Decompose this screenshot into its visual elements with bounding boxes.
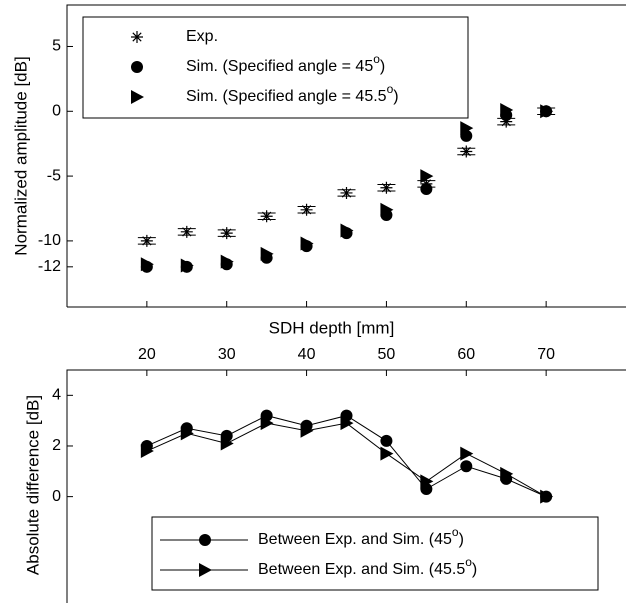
marker-circle bbox=[420, 183, 433, 196]
x-tick-label: 50 bbox=[378, 346, 396, 363]
legend-label: Sim. (Specified angle = 45o) bbox=[186, 52, 385, 75]
y-tick-label: 5 bbox=[52, 38, 61, 55]
marker-triangle bbox=[220, 254, 234, 269]
marker-triangle bbox=[300, 236, 314, 251]
x-tick-label: 60 bbox=[457, 346, 475, 363]
axes-frame bbox=[66, 4, 626, 307]
marker-triangle bbox=[380, 202, 394, 217]
marker-asterisk bbox=[220, 227, 233, 240]
legend-label: Between Exp. and Sim. (45.5o) bbox=[258, 555, 477, 578]
marker-triangle bbox=[220, 436, 234, 451]
marker-triangle bbox=[460, 446, 474, 461]
legend-box bbox=[82, 16, 469, 119]
marker-asterisk bbox=[140, 234, 153, 247]
marker-asterisk bbox=[180, 225, 193, 238]
y-axis-label: Absolute difference [dB] bbox=[23, 395, 42, 575]
marker-triangle bbox=[180, 258, 194, 273]
legend-label: Between Exp. and Sim. (45o) bbox=[258, 525, 464, 548]
x-tick-label: 70 bbox=[537, 346, 555, 363]
marker-asterisk bbox=[460, 145, 473, 158]
marker-asterisk bbox=[380, 181, 393, 194]
marker-triangle bbox=[300, 423, 314, 438]
y-tick-label: 2 bbox=[52, 437, 61, 454]
marker-triangle bbox=[500, 466, 514, 481]
marker-triangle bbox=[140, 444, 154, 459]
legend-label: Exp. bbox=[186, 28, 218, 45]
marker-asterisk bbox=[131, 31, 143, 43]
legend-label: Sim. (Specified angle = 45.5o) bbox=[186, 82, 399, 105]
axes-frame bbox=[66, 369, 626, 603]
marker-triangle bbox=[420, 474, 434, 489]
x-axis-label: SDH depth [mm] bbox=[269, 318, 395, 337]
y-tick-label: 0 bbox=[52, 488, 61, 505]
legend-box bbox=[151, 516, 599, 591]
marker-asterisk bbox=[500, 115, 513, 128]
y-tick-label: -5 bbox=[47, 167, 61, 184]
marker-triangle bbox=[420, 169, 434, 184]
marker-asterisk bbox=[340, 186, 353, 199]
marker-asterisk bbox=[300, 203, 313, 216]
marker-circle bbox=[380, 434, 393, 447]
marker-circle bbox=[460, 460, 473, 473]
marker-circle bbox=[131, 61, 143, 73]
marker-triangle bbox=[380, 446, 394, 461]
y-tick-label: 0 bbox=[52, 103, 61, 120]
y-tick-label: -10 bbox=[38, 232, 61, 249]
y-tick-label: 4 bbox=[52, 387, 61, 404]
marker-asterisk bbox=[260, 210, 273, 223]
x-tick-label: 20 bbox=[138, 346, 156, 363]
marker-triangle bbox=[260, 416, 274, 431]
marker-triangle bbox=[500, 102, 514, 117]
marker-triangle bbox=[540, 104, 554, 119]
marker-triangle bbox=[340, 416, 354, 431]
marker-triangle bbox=[540, 489, 554, 504]
marker-triangle bbox=[180, 426, 194, 441]
x-tick-label: 30 bbox=[218, 346, 236, 363]
marker-triangle bbox=[340, 223, 354, 238]
marker-triangle bbox=[460, 121, 474, 136]
y-tick-label: -12 bbox=[38, 258, 61, 275]
marker-triangle bbox=[140, 257, 154, 272]
marker-circle bbox=[199, 534, 211, 546]
x-tick-label: 40 bbox=[298, 346, 316, 363]
marker-triangle bbox=[260, 246, 274, 261]
y-axis-label: Normalized amplitude [dB] bbox=[11, 56, 30, 255]
marker-triangle bbox=[131, 90, 144, 104]
marker-triangle bbox=[199, 563, 212, 577]
